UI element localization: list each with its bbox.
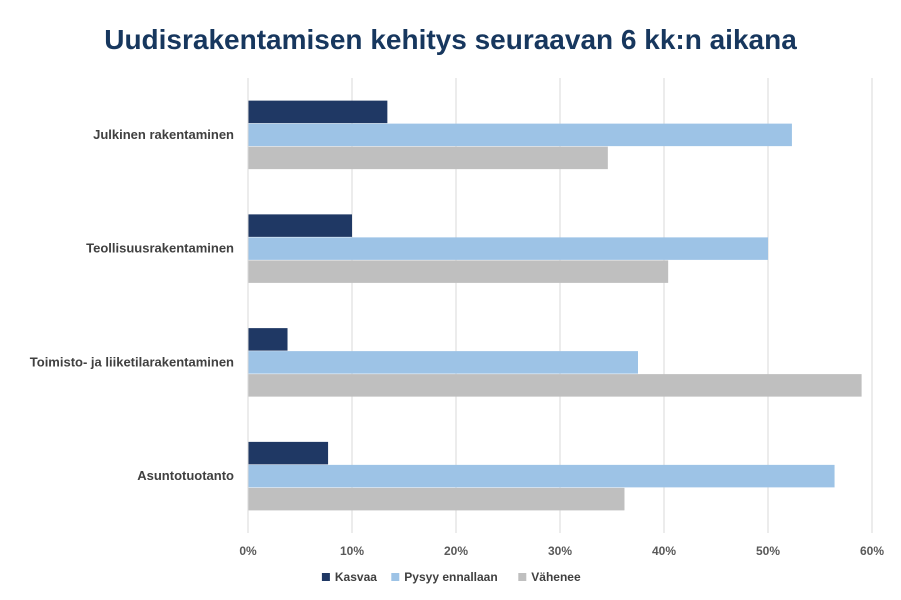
legend-label: Kasvaa (335, 570, 377, 584)
legend-label: Vähenee (531, 570, 581, 584)
x-tick-label: 0% (239, 544, 257, 558)
x-tick-label: 50% (756, 544, 780, 558)
legend-item-kasvaa: Kasvaa (321, 570, 377, 584)
category-labels: Julkinen rakentaminen Teollisuusrakentami… (30, 127, 234, 483)
legend-item-pysyy-ennallaan: Pysyy ennallaan (391, 570, 498, 584)
chart-title: Uudisrakentamisen kehitys seuraavan 6 kk… (104, 24, 797, 55)
category-label: Asuntotuotanto (137, 468, 234, 483)
x-tick-label: 60% (860, 544, 884, 558)
legend-swatch (518, 573, 527, 581)
legend-item-vahenee: Vähenee (518, 570, 581, 584)
category-label: Teollisuusrakentaminen (86, 241, 234, 256)
bar-kasvaa (248, 328, 288, 351)
bar-kasvaa (248, 214, 352, 237)
x-tick-label: 20% (444, 544, 468, 558)
legend-swatch (391, 573, 400, 581)
legend-label: Pysyy ennallaan (404, 570, 497, 584)
category-label: Julkinen rakentaminen (93, 127, 234, 142)
bar-vahenee (248, 260, 669, 283)
bar-vahenee (248, 374, 862, 397)
bar-pysyy-ennallaan (248, 464, 835, 488)
bars (248, 100, 862, 511)
legend-swatch (321, 573, 330, 581)
x-tick-labels: 0% 10% 20% 30% 40% 50% 60% (239, 544, 884, 558)
bar-kasvaa (248, 441, 329, 465)
x-tick-label: 40% (652, 544, 676, 558)
bar-vahenee (248, 487, 625, 511)
bar-pysyy-ennallaan (248, 237, 768, 260)
bar-pysyy-ennallaan (248, 351, 638, 374)
bar-pysyy-ennallaan (248, 123, 792, 147)
x-tick-label: 30% (548, 544, 572, 558)
legend: Kasvaa Pysyy ennallaan Vähenee (321, 570, 581, 584)
gridlines (351, 78, 873, 533)
bar-kasvaa (248, 100, 388, 124)
category-label: Toimisto- ja liiketilarakentaminen (30, 354, 234, 369)
bar-vahenee (248, 146, 608, 170)
x-tick-label: 10% (340, 544, 364, 558)
